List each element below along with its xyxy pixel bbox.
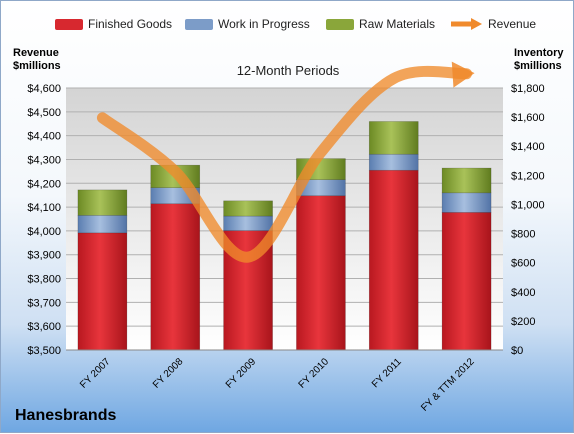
bars: [77, 121, 492, 351]
right-tick-label: $1,800: [511, 83, 545, 95]
x-axis: FY 2007 FY 2008 FY 2009 FY 2010 FY 2011 FY & …: [66, 349, 503, 414]
left-tick-label: $3,700: [27, 297, 61, 309]
category-label: FY 2007: [78, 356, 113, 391]
legend-label: Work in Progress: [218, 17, 310, 31]
left-tick-label: $4,500: [27, 107, 61, 119]
left-tick-label: $4,600: [27, 83, 61, 95]
bar-finished-goods: [150, 203, 201, 351]
category-label: FY 2011: [370, 356, 404, 390]
left-axis: $3,500 $3,600 $3,700 $3,800 $3,900 $4,000 $4,1…: [27, 83, 61, 357]
bar-finished-goods: [441, 212, 492, 351]
legend-label: Raw Materials: [359, 17, 436, 31]
left-tick-label: $3,800: [27, 274, 61, 286]
left-tick-label: $4,200: [27, 178, 61, 190]
bar-work-in-progress: [368, 153, 419, 171]
legend-swatch: [185, 18, 213, 30]
legend-swatch: [326, 18, 354, 30]
right-tick-label: $0: [511, 345, 523, 357]
category-label: FY 2009: [224, 356, 259, 391]
bar-raw-materials: [441, 167, 492, 194]
bar-raw-materials: [368, 121, 419, 155]
right-axis: $0 $200 $400 $600 $800 $1,000 $1,200 $1,400 $1,6…: [511, 83, 545, 357]
chart-title: 12-Month Periods: [236, 63, 340, 78]
revenue-line: [96, 61, 475, 263]
bar-finished-goods: [77, 232, 128, 351]
category-label: FY 2008: [151, 356, 186, 391]
right-axis-title-line1: Inventory: [514, 47, 564, 59]
right-tick-label: $1,400: [511, 141, 545, 153]
right-tick-label: $800: [511, 229, 535, 241]
right-axis-title-line2: $millions: [514, 60, 562, 72]
company-name: Hanesbrands: [15, 407, 117, 424]
right-tick-label: $400: [511, 287, 535, 299]
bar-work-in-progress: [77, 215, 128, 234]
left-tick-label: $3,500: [27, 345, 61, 357]
bar-raw-materials: [77, 189, 128, 216]
bar-finished-goods: [296, 195, 346, 351]
bar-work-in-progress: [223, 215, 273, 231]
legend-label: Finished Goods: [88, 17, 173, 31]
right-tick-label: $1,600: [511, 112, 545, 124]
left-tick-label: $3,900: [27, 250, 61, 262]
legend-swatch: [55, 18, 83, 30]
legend-work-in-progress: Work in Progress: [185, 17, 310, 31]
right-tick-label: $1,200: [511, 170, 545, 182]
right-tick-label: $1,000: [511, 199, 545, 211]
legend-finished-goods: Finished Goods: [55, 17, 172, 31]
left-axis-title-line1: Revenue: [13, 47, 59, 59]
revenue-arrowhead: [451, 61, 475, 88]
category-label: FY 2010: [297, 356, 332, 391]
right-axis-title: Inventory $millions: [514, 47, 564, 73]
left-axis-title: Revenue $millions: [13, 47, 61, 73]
legend-revenue: Revenue: [449, 17, 536, 31]
left-tick-label: $4,100: [27, 202, 61, 214]
gridlines: [66, 87, 503, 351]
legend-arrow-icon: [451, 18, 482, 30]
bar-raw-materials: [223, 200, 273, 217]
left-tick-label: $4,300: [27, 154, 61, 166]
left-tick-label: $4,400: [27, 131, 61, 143]
category-label: FY & TTM 2012: [419, 356, 477, 414]
legend-label: Revenue: [488, 17, 537, 31]
right-tick-label: $200: [511, 316, 535, 328]
legend-raw-materials: Raw Materials: [326, 17, 435, 31]
revenue-line-path: [96, 65, 473, 263]
left-tick-label: $3,600: [27, 321, 61, 333]
left-axis-title-line2: $millions: [13, 60, 61, 72]
bar-finished-goods: [368, 169, 419, 351]
left-tick-label: $4,000: [27, 226, 61, 238]
right-tick-label: $600: [511, 258, 535, 270]
bar-work-in-progress: [441, 192, 492, 213]
